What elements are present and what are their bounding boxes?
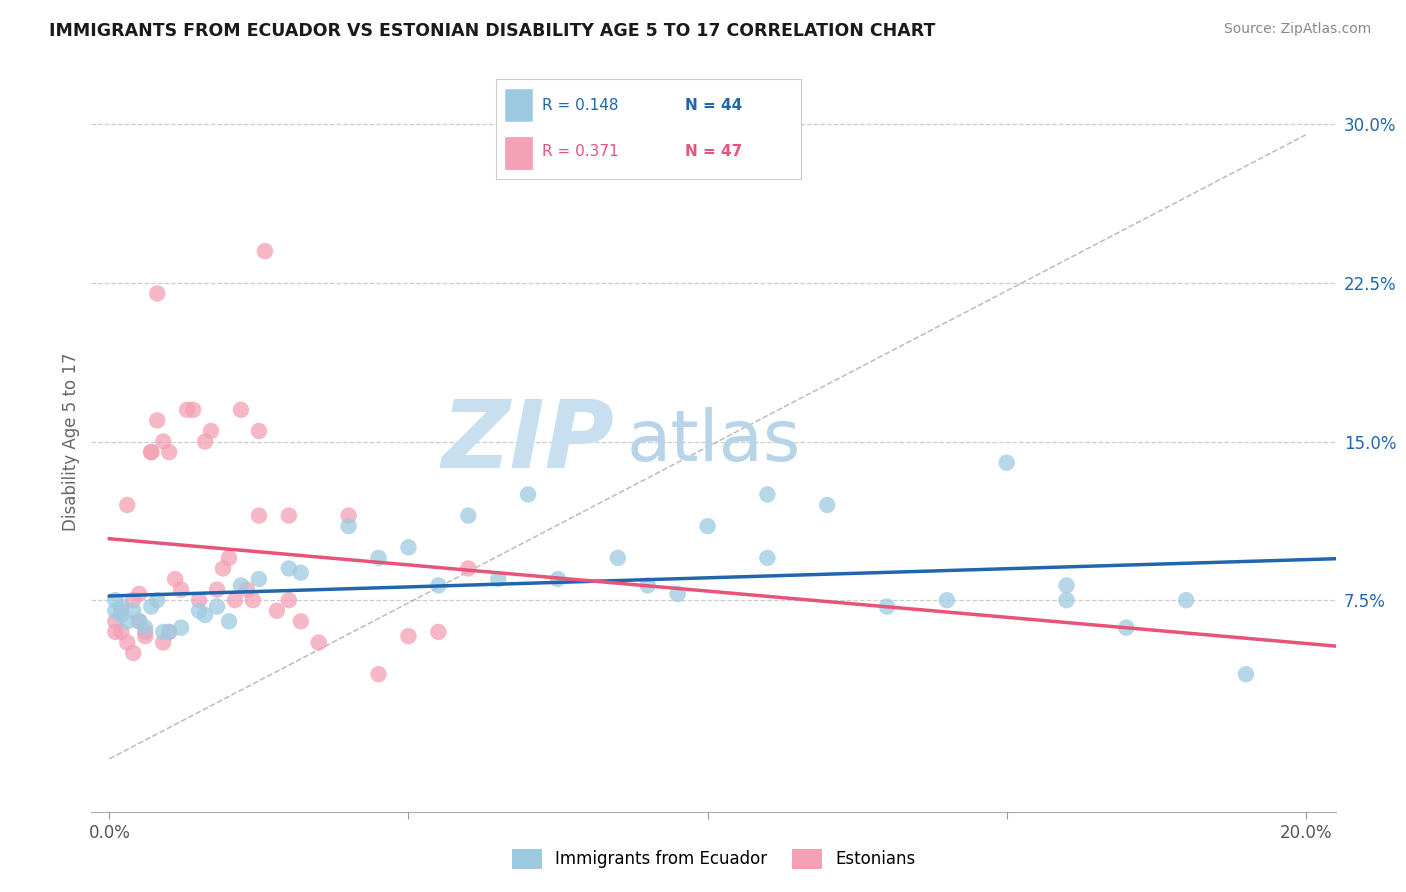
- Point: [427, 624, 450, 639]
- Point: [229, 402, 252, 417]
- Text: Source: ZipAtlas.com: Source: ZipAtlas.com: [1223, 22, 1371, 37]
- Point: [205, 582, 228, 597]
- Point: [157, 624, 180, 639]
- Point: [935, 593, 957, 607]
- Point: [290, 566, 312, 580]
- Point: [194, 607, 217, 622]
- Point: [146, 593, 169, 607]
- Point: [236, 582, 259, 597]
- Point: [242, 593, 264, 607]
- Point: [1175, 593, 1198, 607]
- Point: [110, 624, 132, 639]
- Point: [247, 572, 270, 586]
- Point: [157, 445, 180, 459]
- Point: [110, 599, 132, 614]
- Point: [666, 587, 689, 601]
- Point: [815, 498, 838, 512]
- Point: [134, 621, 156, 635]
- Point: [141, 599, 163, 614]
- Point: [876, 599, 898, 614]
- Point: [176, 402, 198, 417]
- Point: [517, 487, 540, 501]
- Point: [229, 578, 252, 592]
- Point: [995, 456, 1018, 470]
- Point: [253, 244, 276, 259]
- Point: [117, 615, 139, 629]
- Point: [696, 519, 718, 533]
- Point: [247, 508, 270, 523]
- Point: [756, 487, 779, 501]
- Point: [290, 615, 312, 629]
- Point: [218, 550, 240, 565]
- Point: [1056, 578, 1078, 592]
- Point: [117, 635, 139, 649]
- Point: [457, 561, 479, 575]
- Legend: Immigrants from Ecuador, Estonians: Immigrants from Ecuador, Estonians: [503, 840, 924, 878]
- Point: [457, 508, 479, 523]
- Point: [756, 550, 779, 565]
- Point: [146, 286, 169, 301]
- Point: [181, 402, 204, 417]
- Text: IMMIGRANTS FROM ECUADOR VS ESTONIAN DISABILITY AGE 5 TO 17 CORRELATION CHART: IMMIGRANTS FROM ECUADOR VS ESTONIAN DISA…: [49, 22, 935, 40]
- Text: atlas: atlas: [627, 407, 801, 476]
- Point: [134, 624, 156, 639]
- Point: [247, 424, 270, 438]
- Point: [188, 604, 211, 618]
- Point: [1234, 667, 1257, 681]
- Point: [170, 582, 193, 597]
- Point: [398, 629, 420, 643]
- Point: [194, 434, 217, 449]
- Point: [398, 541, 420, 555]
- Point: [117, 498, 139, 512]
- Point: [1056, 593, 1078, 607]
- Point: [224, 593, 246, 607]
- Point: [212, 561, 235, 575]
- Point: [486, 572, 509, 586]
- Point: [141, 445, 163, 459]
- Point: [547, 572, 569, 586]
- Point: [128, 615, 150, 629]
- Point: [104, 604, 127, 618]
- Point: [165, 572, 187, 586]
- Point: [337, 508, 360, 523]
- Point: [367, 550, 389, 565]
- Point: [110, 607, 132, 622]
- Point: [218, 615, 240, 629]
- Point: [134, 629, 156, 643]
- Point: [637, 578, 659, 592]
- Point: [152, 434, 174, 449]
- Point: [128, 615, 150, 629]
- Point: [200, 424, 222, 438]
- Point: [308, 635, 330, 649]
- Point: [277, 508, 299, 523]
- Point: [277, 593, 299, 607]
- Point: [104, 593, 127, 607]
- Point: [205, 599, 228, 614]
- Point: [606, 550, 628, 565]
- Text: ZIP: ZIP: [441, 395, 614, 488]
- Point: [277, 561, 299, 575]
- Point: [1115, 621, 1137, 635]
- Y-axis label: Disability Age 5 to 17: Disability Age 5 to 17: [62, 352, 80, 531]
- Point: [367, 667, 389, 681]
- Point: [152, 624, 174, 639]
- Point: [122, 593, 145, 607]
- Point: [427, 578, 450, 592]
- Point: [188, 593, 211, 607]
- Point: [128, 587, 150, 601]
- Point: [146, 413, 169, 427]
- Point: [122, 604, 145, 618]
- Point: [170, 621, 193, 635]
- Point: [141, 445, 163, 459]
- Point: [104, 624, 127, 639]
- Point: [157, 624, 180, 639]
- Point: [110, 604, 132, 618]
- Point: [104, 615, 127, 629]
- Point: [266, 604, 288, 618]
- Point: [152, 635, 174, 649]
- Point: [337, 519, 360, 533]
- Point: [122, 646, 145, 660]
